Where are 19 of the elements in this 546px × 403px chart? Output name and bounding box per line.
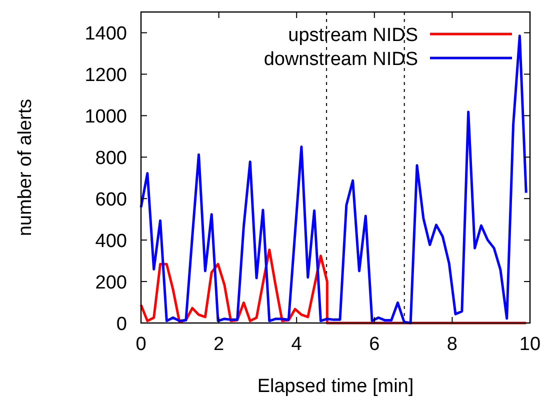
- y-tick-label: 0: [116, 314, 127, 335]
- line-series: [140, 248, 528, 324]
- y-tick-label: 1400: [84, 24, 127, 45]
- x-tick-label: 10: [519, 334, 541, 355]
- y-tick-label: 600: [95, 190, 127, 211]
- x-tick-label: 6: [369, 334, 380, 355]
- x-tick-label: 0: [136, 334, 146, 355]
- y-tick-label: 800: [95, 148, 127, 170]
- x-axis-title: Elapsed time [min]: [257, 376, 414, 397]
- x-tick-label: 8: [446, 334, 458, 355]
- y-tick-label: 400: [95, 231, 127, 252]
- y-tick-label: 1000: [84, 106, 127, 128]
- x-tick-label: 2: [214, 334, 224, 355]
- legend-label: downstream NIDS: [264, 49, 418, 70]
- x-tick-label: 4: [291, 334, 302, 355]
- legend-label: upstream NIDS: [288, 25, 418, 46]
- y-tick-label: 1200: [84, 65, 127, 86]
- y-tick-label: 200: [95, 272, 127, 294]
- y-axis-title: number of alerts: [15, 98, 36, 236]
